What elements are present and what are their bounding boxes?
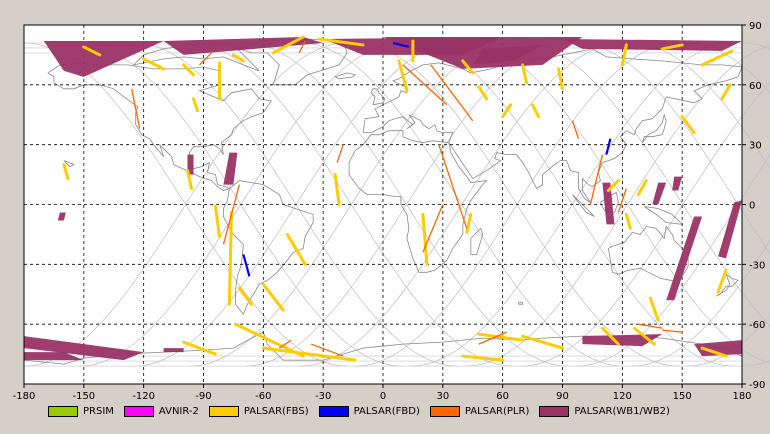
lon-tick-label: -30: [315, 391, 331, 402]
lon-tick-label: -150: [72, 391, 95, 402]
lon-tick-label: 150: [673, 391, 692, 402]
legend-label: AVNIR-2: [159, 406, 199, 417]
lat-tick-label: 30: [749, 141, 762, 152]
lon-tick-label: 180: [732, 391, 751, 402]
lon-tick-label: 120: [613, 391, 632, 402]
legend-label: PALSAR(PLR): [465, 406, 529, 417]
lon-tick-label: -120: [132, 391, 155, 402]
lat-tick-label: 90: [749, 21, 762, 32]
lon-tick-label: -90: [195, 391, 211, 402]
lon-tick-label: 60: [496, 391, 509, 402]
lon-tick-label: 90: [556, 391, 569, 402]
lat-tick-label: -30: [749, 260, 765, 271]
legend-item: PALSAR(WB1/WB2): [539, 406, 670, 417]
avnir2-swatch: [124, 406, 154, 417]
lat-tick-label: -60: [749, 320, 765, 331]
legend-item: PALSAR(PLR): [430, 406, 529, 417]
palsar-fbs-swatch: [209, 406, 239, 417]
lon-tick-label: 0: [380, 391, 386, 402]
palsar-wb-swatch: [539, 406, 569, 417]
lat-tick-label: 60: [749, 81, 762, 92]
lat-tick-label: 0: [749, 201, 755, 212]
lat-tick-label: -90: [749, 380, 765, 391]
legend: PRSIM AVNIR-2 PALSAR(FBS) PALSAR(FBD) PALSAR…: [48, 403, 670, 419]
palsar-fbd-swatch: [319, 406, 349, 417]
legend-label: PALSAR(FBS): [244, 406, 309, 417]
lon-tick-label: -180: [13, 391, 36, 402]
palsar-fbs-strip: [229, 212, 231, 304]
legend-item: PALSAR(FBD): [319, 406, 420, 417]
prism-swatch: [48, 406, 78, 417]
legend-label: PALSAR(FBD): [354, 406, 420, 417]
legend-item: PALSAR(FBS): [209, 406, 309, 417]
lon-tick-label: -60: [255, 391, 271, 402]
plot-area: [24, 25, 742, 384]
legend-label: PALSAR(WB1/WB2): [574, 406, 670, 417]
palsar-wb-footprint: [164, 348, 184, 352]
legend-label: PRSIM: [83, 406, 114, 417]
lon-tick-label: 30: [436, 391, 449, 402]
legend-item: AVNIR-2: [124, 406, 199, 417]
legend-item: PRSIM: [48, 406, 114, 417]
palsar-plr-swatch: [430, 406, 460, 417]
